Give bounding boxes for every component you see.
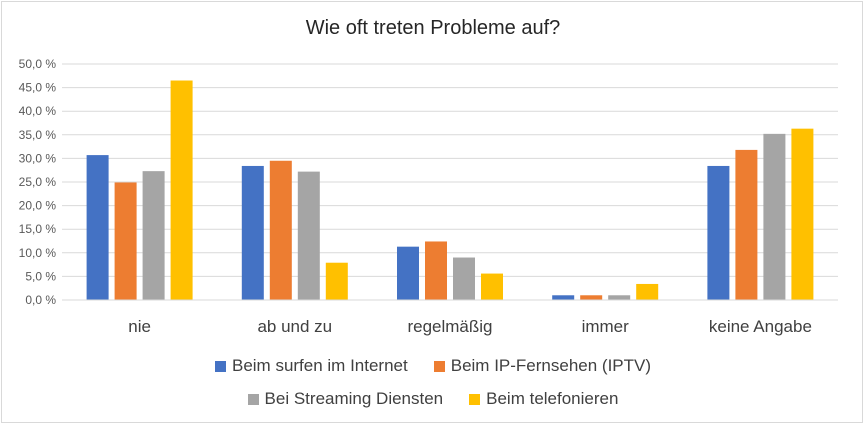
y-tick-label: 25,0 % xyxy=(19,175,57,189)
y-tick-label: 30,0 % xyxy=(19,151,57,165)
y-tick-label: 10,0 % xyxy=(19,246,57,260)
bar xyxy=(241,165,264,300)
bar xyxy=(636,283,659,300)
y-tick-label: 0,0 % xyxy=(25,293,56,307)
x-tick-label: regelmäßig xyxy=(407,317,492,336)
bar xyxy=(269,160,292,300)
legend-row-2: Bei Streaming Diensten Beim telefonieren xyxy=(0,385,866,413)
bar xyxy=(735,149,758,300)
bar xyxy=(791,128,814,300)
x-tick-label: immer xyxy=(582,317,630,336)
bar xyxy=(325,262,348,300)
chart-title: Wie oft treten Probleme auf? xyxy=(305,17,561,39)
legend-swatch-iptv xyxy=(433,360,445,372)
bar xyxy=(297,171,320,300)
bar xyxy=(142,171,165,300)
y-tick-label: 35,0 % xyxy=(19,128,57,142)
legend-swatch-telefon xyxy=(469,393,481,405)
y-tick-label: 20,0 % xyxy=(19,199,57,213)
legend-swatch-internet xyxy=(214,360,226,372)
x-tick-label: keine Angabe xyxy=(709,317,812,336)
y-tick-label: 15,0 % xyxy=(19,222,57,236)
legend-item-internet: Beim surfen im Internet xyxy=(214,356,408,376)
legend-label-telefon: Beim telefonieren xyxy=(486,389,619,408)
bar xyxy=(481,273,503,300)
y-tick-label: 5,0 % xyxy=(25,269,56,283)
y-tick-label: 45,0 % xyxy=(19,81,57,95)
legend-item-iptv: Beim IP-Fernsehen (IPTV) xyxy=(433,356,652,376)
chart-legend: Beim surfen im Internet Beim IP-Fernsehe… xyxy=(0,352,866,418)
legend-item-telefon: Beim telefonieren xyxy=(469,389,618,409)
legend-row-1: Beim surfen im Internet Beim IP-Fernsehe… xyxy=(0,352,866,380)
legend-label-streaming: Bei Streaming Diensten xyxy=(264,389,444,408)
x-tick-label: ab und zu xyxy=(257,317,332,336)
bar xyxy=(608,295,631,300)
bar xyxy=(170,80,193,301)
bar xyxy=(397,246,419,300)
bar xyxy=(86,155,109,300)
legend-item-streaming: Bei Streaming Diensten xyxy=(247,389,444,409)
bar xyxy=(114,182,137,300)
bar xyxy=(425,241,447,300)
bar xyxy=(707,165,730,300)
legend-label-iptv: Beim IP-Fernsehen (IPTV) xyxy=(450,356,652,375)
bar xyxy=(552,295,575,300)
y-tick-label: 50,0 % xyxy=(19,57,57,71)
bar xyxy=(580,295,603,300)
y-tick-label: 40,0 % xyxy=(19,104,57,118)
legend-label-internet: Beim surfen im Internet xyxy=(231,356,408,375)
x-tick-label: nie xyxy=(128,317,151,336)
bar xyxy=(763,133,786,300)
bar xyxy=(453,257,475,300)
legend-swatch-streaming xyxy=(247,393,259,405)
